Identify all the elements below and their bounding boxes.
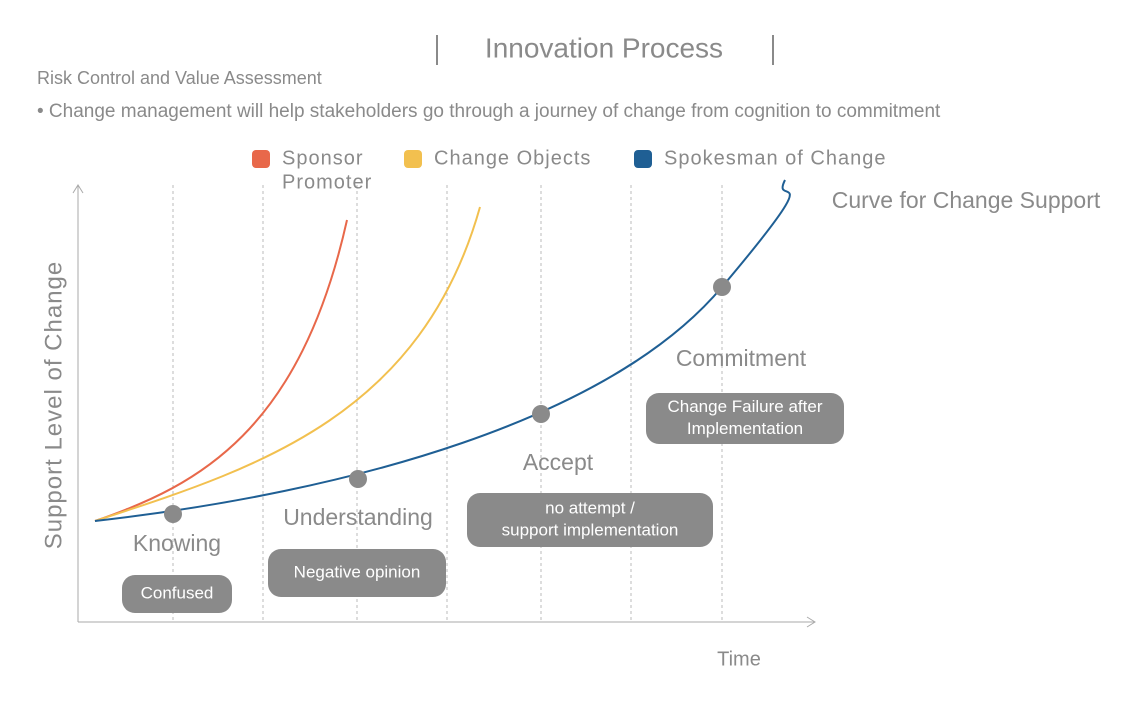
stage-state: Confused — [141, 583, 214, 602]
stages: Knowing Confused Understanding Negative opi… — [122, 278, 844, 613]
legend-label: Change Objects — [434, 147, 591, 169]
bullet: • Change management will help stakeholde… — [37, 101, 941, 122]
curve — [94, 179, 791, 522]
curve — [94, 219, 348, 522]
stage-dot — [349, 470, 367, 488]
stage-dot — [532, 405, 550, 423]
x-axis-label: Time — [717, 648, 761, 670]
stage-name: Commitment — [676, 345, 807, 371]
stage-name: Accept — [523, 449, 594, 475]
stage-state: Implementation — [687, 419, 803, 438]
curve-label: Curve for Change Support — [832, 187, 1101, 213]
stage-name: Understanding — [283, 504, 433, 530]
stage-name: Knowing — [133, 530, 221, 556]
curve — [94, 206, 481, 522]
y-axis-label: Support Level of Change — [40, 261, 67, 550]
stage-box — [467, 493, 713, 547]
legend-swatch — [404, 150, 422, 168]
stage-dot — [164, 505, 182, 523]
legend-label: Spokesman of Change — [664, 147, 886, 169]
stage-state: Negative opinion — [294, 562, 421, 581]
stage-dot — [713, 278, 731, 296]
axes — [72, 184, 816, 628]
grid — [172, 185, 723, 622]
legend-swatch — [634, 150, 652, 168]
stage-state: no attempt / — [545, 498, 635, 517]
stage-box — [122, 575, 232, 613]
stage-state: support implementation — [502, 520, 679, 539]
legend-label: Promoter — [282, 171, 372, 193]
stage-state: Change Failure after — [668, 397, 823, 416]
legend-swatch — [252, 150, 270, 168]
stage-box — [268, 549, 446, 597]
legend-label: Sponsor — [282, 147, 364, 169]
title: Innovation Process — [485, 32, 723, 63]
subtitle: Risk Control and Value Assessment — [37, 68, 322, 88]
stage-box — [646, 393, 844, 444]
